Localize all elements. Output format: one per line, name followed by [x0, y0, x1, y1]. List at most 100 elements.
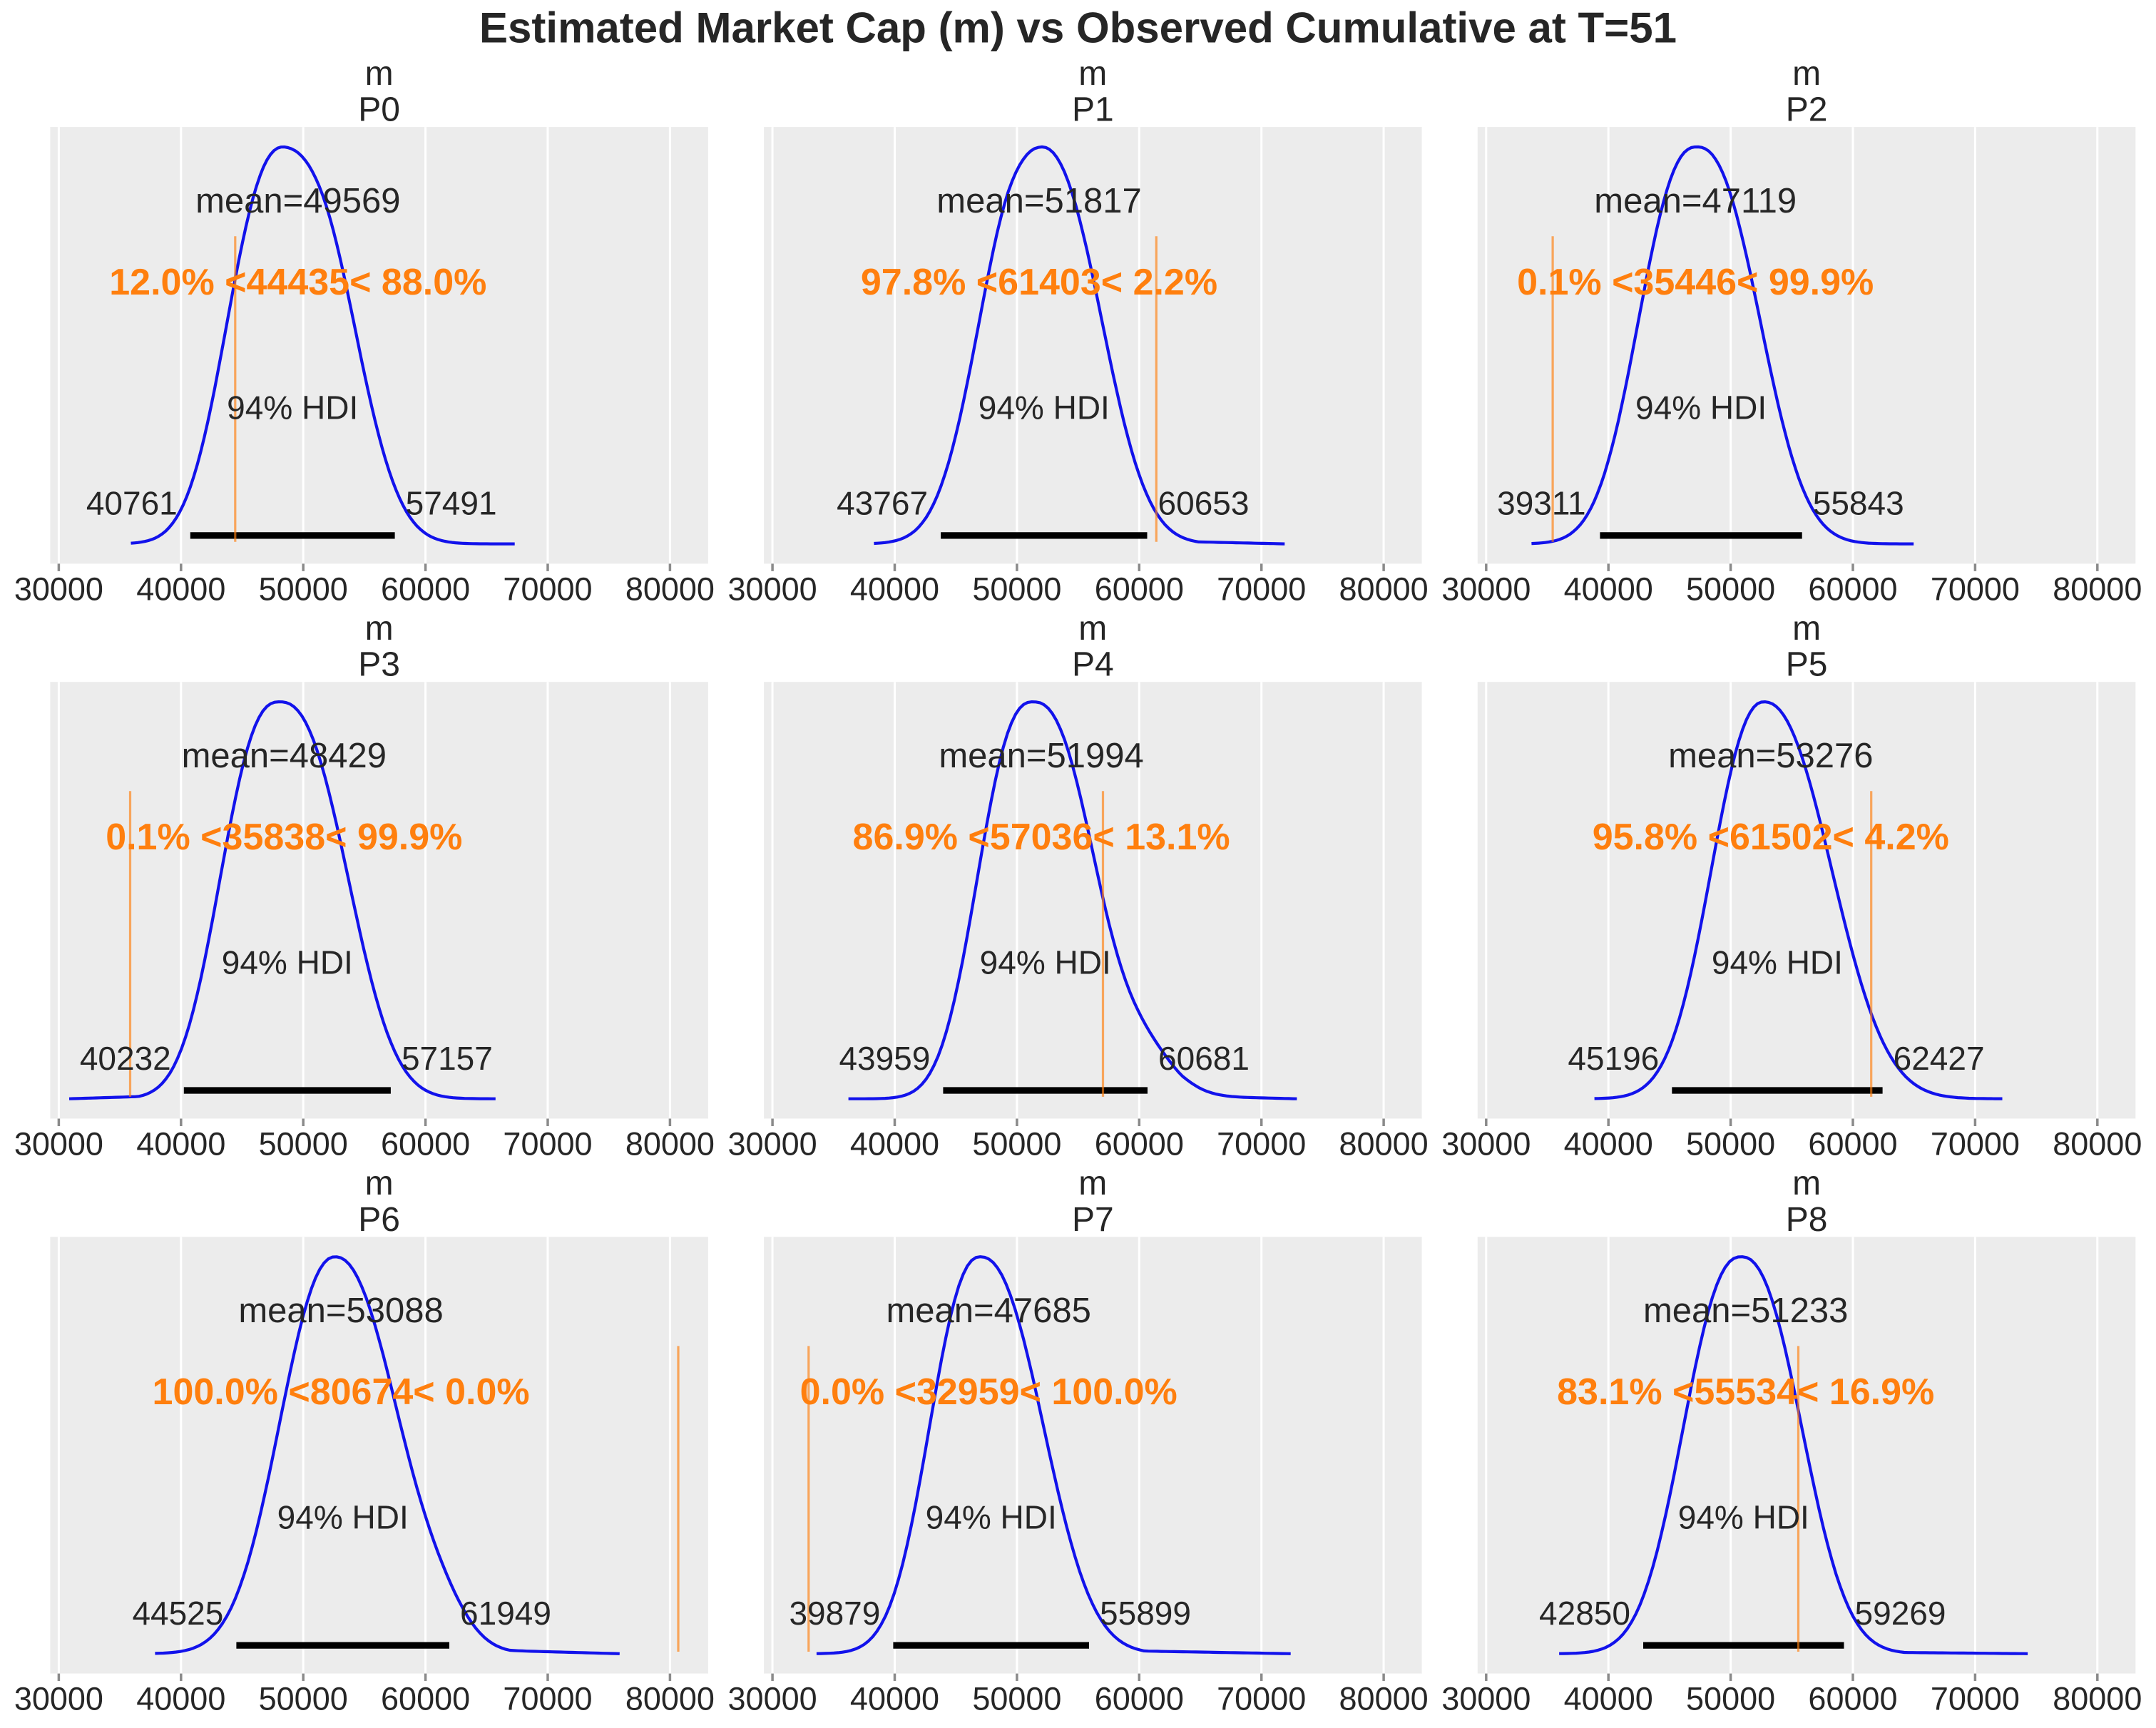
svg-text:97.8% <61403< 2.2%: 97.8% <61403< 2.2% — [861, 262, 1217, 303]
svg-text:P8: P8 — [1786, 1201, 1828, 1239]
svg-text:80000: 80000 — [1339, 1126, 1429, 1162]
svg-text:60653: 60653 — [1158, 485, 1250, 522]
svg-text:60000: 60000 — [381, 1126, 470, 1162]
svg-text:43959: 43959 — [839, 1040, 930, 1077]
svg-text:50000: 50000 — [1686, 1126, 1775, 1162]
svg-text:12.0% <44435< 88.0%: 12.0% <44435< 88.0% — [109, 262, 486, 303]
svg-text:94% HDI: 94% HDI — [979, 389, 1110, 426]
svg-text:m: m — [1078, 1165, 1107, 1202]
svg-text:m: m — [365, 55, 394, 93]
svg-text:m: m — [365, 610, 394, 648]
svg-text:mean=53088: mean=53088 — [238, 1292, 443, 1330]
svg-text:40000: 40000 — [850, 571, 939, 607]
svg-text:39311: 39311 — [1497, 485, 1586, 522]
svg-text:80000: 80000 — [2053, 1126, 2142, 1162]
svg-text:94% HDI: 94% HDI — [277, 1499, 409, 1536]
svg-text:50000: 50000 — [259, 1681, 348, 1717]
svg-text:80000: 80000 — [625, 1126, 715, 1162]
svg-text:50000: 50000 — [1686, 1681, 1775, 1717]
svg-text:60000: 60000 — [381, 571, 470, 607]
svg-text:70000: 70000 — [503, 1681, 592, 1717]
svg-text:mean=47119: mean=47119 — [1594, 182, 1797, 220]
svg-text:70000: 70000 — [1931, 1126, 2020, 1162]
svg-text:50000: 50000 — [259, 1126, 348, 1162]
svg-text:60000: 60000 — [1095, 1681, 1184, 1717]
svg-text:m: m — [1792, 55, 1821, 93]
svg-text:60000: 60000 — [1095, 571, 1184, 607]
svg-text:m: m — [1078, 55, 1107, 93]
svg-text:P0: P0 — [358, 91, 400, 129]
svg-text:80000: 80000 — [1339, 571, 1429, 607]
svg-text:P6: P6 — [358, 1201, 400, 1239]
svg-text:94% HDI: 94% HDI — [1635, 389, 1767, 426]
svg-text:40000: 40000 — [1564, 1126, 1653, 1162]
svg-text:70000: 70000 — [1217, 571, 1306, 607]
svg-text:44525: 44525 — [132, 1595, 223, 1632]
svg-text:P4: P4 — [1072, 646, 1114, 684]
svg-text:70000: 70000 — [503, 571, 592, 607]
svg-text:50000: 50000 — [1686, 571, 1775, 607]
svg-text:mean=51994: mean=51994 — [939, 737, 1143, 775]
svg-text:59269: 59269 — [1855, 1595, 1946, 1632]
svg-text:40000: 40000 — [850, 1681, 939, 1717]
svg-text:40000: 40000 — [136, 1126, 225, 1162]
svg-text:70000: 70000 — [1217, 1126, 1306, 1162]
svg-text:94% HDI: 94% HDI — [1712, 944, 1843, 981]
svg-text:m: m — [365, 1165, 394, 1202]
svg-text:mean=47685: mean=47685 — [886, 1292, 1090, 1330]
svg-text:70000: 70000 — [1217, 1681, 1306, 1717]
svg-text:45196: 45196 — [1568, 1040, 1659, 1077]
svg-text:40000: 40000 — [136, 571, 225, 607]
svg-text:P2: P2 — [1786, 91, 1828, 129]
svg-text:30000: 30000 — [728, 1126, 817, 1162]
svg-text:30000: 30000 — [1441, 1681, 1531, 1717]
svg-text:60000: 60000 — [1808, 1126, 1897, 1162]
svg-text:60000: 60000 — [381, 1681, 470, 1717]
svg-text:P3: P3 — [358, 646, 400, 684]
svg-text:60000: 60000 — [1808, 571, 1897, 607]
svg-text:60000: 60000 — [1095, 1126, 1184, 1162]
svg-text:m: m — [1792, 1165, 1821, 1202]
svg-text:mean=48429: mean=48429 — [182, 737, 387, 775]
svg-text:P5: P5 — [1786, 646, 1828, 684]
svg-text:30000: 30000 — [728, 1681, 817, 1717]
svg-text:30000: 30000 — [14, 571, 103, 607]
svg-text:Estimated Market Cap (m) vs Ob: Estimated Market Cap (m) vs Observed Cum… — [479, 4, 1677, 52]
svg-text:30000: 30000 — [14, 1681, 103, 1717]
svg-text:30000: 30000 — [14, 1126, 103, 1162]
svg-text:0.1% <35446< 99.9%: 0.1% <35446< 99.9% — [1517, 262, 1874, 303]
svg-text:42850: 42850 — [1539, 1595, 1630, 1632]
svg-text:m: m — [1078, 610, 1107, 648]
svg-text:30000: 30000 — [728, 571, 817, 607]
svg-text:40000: 40000 — [1564, 571, 1653, 607]
svg-text:62427: 62427 — [1894, 1040, 1985, 1077]
svg-text:30000: 30000 — [1441, 1126, 1531, 1162]
svg-text:70000: 70000 — [1931, 571, 2020, 607]
svg-text:70000: 70000 — [503, 1126, 592, 1162]
svg-text:80000: 80000 — [625, 571, 715, 607]
svg-text:94% HDI: 94% HDI — [222, 944, 353, 981]
svg-text:39879: 39879 — [789, 1595, 880, 1632]
svg-text:50000: 50000 — [972, 571, 1061, 607]
svg-text:m: m — [1792, 610, 1821, 648]
svg-text:0.0% <32959< 100.0%: 0.0% <32959< 100.0% — [800, 1371, 1177, 1413]
svg-text:80000: 80000 — [625, 1681, 715, 1717]
svg-text:40000: 40000 — [136, 1681, 225, 1717]
svg-text:94% HDI: 94% HDI — [980, 944, 1111, 981]
svg-text:60000: 60000 — [1808, 1681, 1897, 1717]
svg-text:40000: 40000 — [850, 1126, 939, 1162]
svg-text:50000: 50000 — [259, 571, 348, 607]
svg-text:57491: 57491 — [406, 485, 497, 522]
svg-text:mean=53276: mean=53276 — [1668, 737, 1873, 775]
svg-text:70000: 70000 — [1931, 1681, 2020, 1717]
svg-text:40232: 40232 — [80, 1040, 171, 1077]
svg-text:P1: P1 — [1072, 91, 1114, 129]
svg-text:100.0% <80674< 0.0%: 100.0% <80674< 0.0% — [153, 1371, 530, 1413]
svg-text:61949: 61949 — [460, 1595, 551, 1632]
svg-text:mean=49569: mean=49569 — [195, 182, 400, 220]
svg-text:mean=51233: mean=51233 — [1643, 1292, 1848, 1330]
svg-text:94% HDI: 94% HDI — [227, 389, 358, 426]
svg-text:60681: 60681 — [1158, 1040, 1250, 1077]
svg-text:86.9% <57036< 13.1%: 86.9% <57036< 13.1% — [853, 817, 1230, 858]
svg-text:P7: P7 — [1072, 1201, 1114, 1239]
